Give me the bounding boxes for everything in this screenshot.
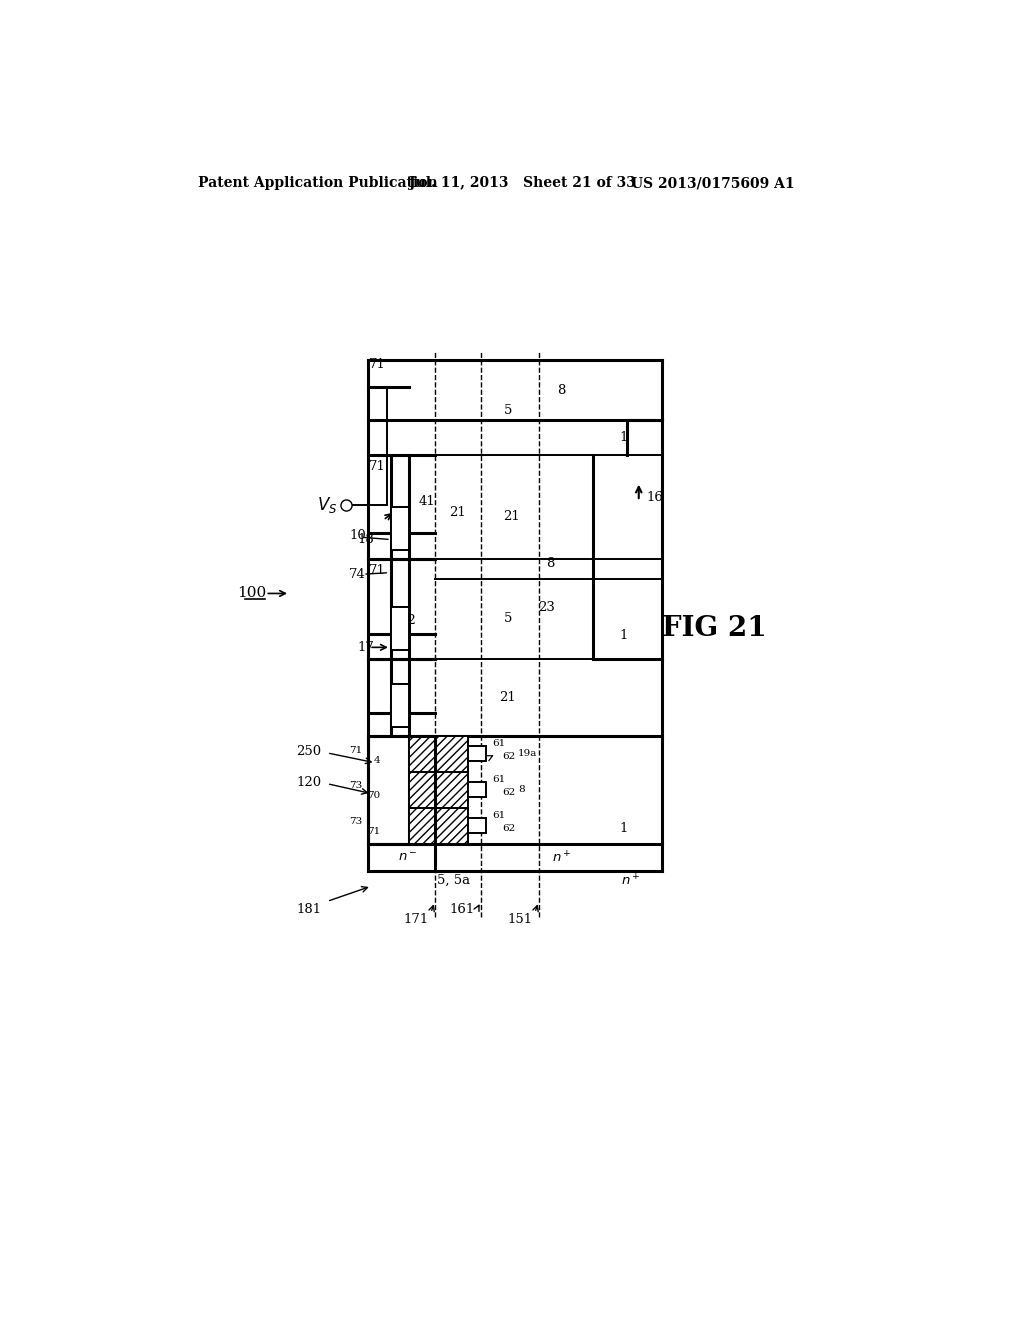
Text: 10: 10	[349, 529, 367, 543]
Text: 21: 21	[450, 506, 466, 519]
Text: 71: 71	[369, 564, 385, 577]
Text: 5: 5	[504, 612, 512, 626]
Text: 62: 62	[503, 824, 516, 833]
Text: 151: 151	[507, 912, 532, 925]
Text: 181: 181	[296, 903, 322, 916]
Text: 71: 71	[349, 746, 362, 755]
Text: 1: 1	[620, 822, 628, 834]
Text: 21: 21	[395, 698, 413, 711]
Text: 19a: 19a	[518, 750, 538, 759]
Text: 70: 70	[367, 792, 380, 800]
Text: 21: 21	[504, 510, 520, 523]
Text: 17: 17	[357, 640, 374, 653]
Text: 73: 73	[349, 817, 362, 826]
Text: 8: 8	[546, 557, 554, 570]
Text: $n^+$: $n^+$	[552, 850, 571, 865]
Text: Jul. 11, 2013   Sheet 21 of 33: Jul. 11, 2013 Sheet 21 of 33	[410, 176, 636, 190]
Text: 71: 71	[367, 828, 380, 837]
Text: 18: 18	[357, 533, 374, 546]
Text: 61: 61	[493, 775, 506, 784]
Text: 16: 16	[646, 491, 664, 504]
Text: 73: 73	[349, 781, 362, 791]
Text: 41: 41	[419, 495, 435, 508]
Text: 62: 62	[503, 788, 516, 796]
Text: 22: 22	[399, 614, 416, 627]
Bar	[391, 507, 410, 549]
Text: $n^-$: $n^-$	[398, 851, 418, 865]
Text: 1: 1	[620, 430, 628, 444]
Text: 1: 1	[620, 630, 628, 643]
Text: $n^+$: $n^+$	[622, 874, 641, 890]
Text: 250: 250	[296, 744, 322, 758]
Text: US 2013/0175609 A1: US 2013/0175609 A1	[631, 176, 795, 190]
Text: 61: 61	[493, 810, 506, 820]
Text: 5: 5	[504, 404, 512, 417]
Text: 161: 161	[450, 903, 475, 916]
Bar	[468, 746, 486, 762]
Text: 120: 120	[296, 776, 322, 788]
Bar	[391, 684, 410, 726]
Text: 23: 23	[538, 601, 555, 614]
Text: 71: 71	[369, 358, 385, 371]
Bar	[468, 818, 486, 833]
Bar	[410, 737, 468, 772]
Text: 171: 171	[403, 912, 429, 925]
Text: 71: 71	[369, 459, 385, 473]
Text: $V_S$: $V_S$	[316, 495, 337, 515]
Text: 100: 100	[238, 586, 267, 601]
Text: 61: 61	[493, 739, 506, 747]
Bar	[410, 772, 468, 808]
Text: 8: 8	[518, 785, 524, 795]
Text: 62: 62	[503, 751, 516, 760]
Text: 4: 4	[374, 755, 380, 764]
Bar	[468, 783, 486, 797]
Text: 5, 5a: 5, 5a	[437, 874, 470, 887]
Text: 21: 21	[500, 690, 516, 704]
Text: Patent Application Publication: Patent Application Publication	[199, 176, 438, 190]
Bar	[410, 808, 468, 843]
Text: FIG 21: FIG 21	[662, 615, 767, 642]
Bar	[391, 607, 410, 649]
Text: 74: 74	[349, 568, 367, 581]
Text: 8: 8	[558, 384, 566, 397]
Bar	[368, 737, 435, 843]
